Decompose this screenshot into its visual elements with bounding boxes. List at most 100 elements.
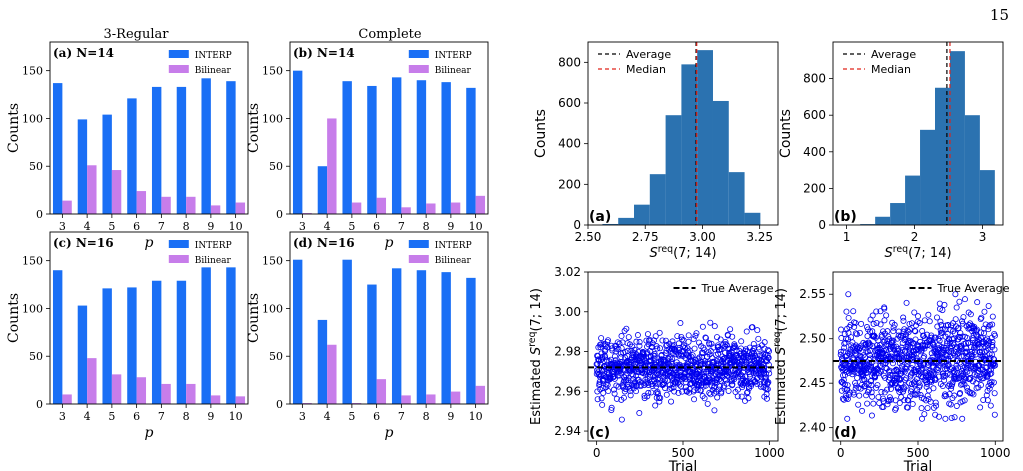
scatter-point bbox=[889, 371, 896, 378]
scatter-point bbox=[973, 326, 980, 333]
scatter-point bbox=[869, 393, 876, 400]
scatter-point bbox=[714, 394, 721, 401]
bar-interp-p3 bbox=[52, 270, 63, 404]
scatter-point bbox=[895, 345, 902, 352]
scatter-point bbox=[607, 374, 614, 381]
panel-label: (b) N=14 bbox=[293, 46, 355, 60]
scatter-point bbox=[850, 308, 857, 315]
scatter-point bbox=[905, 353, 912, 360]
scatter-point bbox=[926, 318, 933, 325]
histogram-bar bbox=[649, 174, 666, 225]
x-tick-label: 0 bbox=[837, 446, 845, 460]
scatter-point bbox=[701, 395, 708, 402]
scatter-point bbox=[645, 389, 652, 396]
scatter-point bbox=[864, 400, 871, 407]
scatter-point bbox=[946, 381, 953, 388]
scatter-point bbox=[766, 348, 773, 355]
scatter-point bbox=[723, 380, 730, 387]
legend-label-median: Median bbox=[871, 63, 911, 76]
scatter-point bbox=[627, 392, 634, 399]
scatter-point bbox=[941, 359, 948, 366]
scatter-point bbox=[877, 368, 884, 375]
scatter-point bbox=[990, 379, 997, 386]
bar-bilinear-p8 bbox=[186, 383, 196, 404]
scatter-point bbox=[636, 339, 643, 346]
scatter-point bbox=[844, 356, 851, 363]
scatter-point bbox=[881, 305, 888, 312]
scatter-point bbox=[645, 381, 652, 388]
x-tick-label: 6 bbox=[133, 410, 140, 423]
x-tick-label: 8 bbox=[423, 410, 430, 423]
scatter-point bbox=[975, 368, 982, 375]
bar-interp-p3 bbox=[292, 259, 303, 404]
x-tick-label: 3 bbox=[59, 410, 66, 423]
scatter-point bbox=[893, 367, 900, 374]
scatter-point bbox=[744, 389, 751, 396]
x-tick-label: 4 bbox=[84, 410, 91, 423]
scatter-point bbox=[598, 335, 605, 342]
histogram-bar bbox=[979, 170, 995, 225]
y-axis-label: Counts bbox=[533, 109, 549, 158]
scatter-point bbox=[985, 326, 992, 333]
bar-interp-p6 bbox=[367, 85, 377, 214]
scatter-point bbox=[947, 345, 954, 352]
scatter-point bbox=[631, 382, 638, 389]
scatter-point bbox=[647, 348, 654, 355]
scatter-point bbox=[671, 388, 678, 395]
x-tick-label: 9 bbox=[207, 220, 214, 233]
scatter-point bbox=[739, 372, 746, 379]
scatter-point bbox=[726, 345, 733, 352]
scatter-point bbox=[873, 308, 880, 315]
x-tick-label: 3.00 bbox=[689, 230, 716, 244]
scatter-point bbox=[608, 404, 615, 411]
scatter-point bbox=[681, 373, 688, 380]
scatter-point bbox=[843, 308, 850, 315]
scatter-point bbox=[852, 319, 859, 326]
bar-interp-p5 bbox=[102, 114, 112, 214]
y-tick-label: 50 bbox=[29, 350, 43, 363]
scatter-point bbox=[916, 320, 923, 327]
scatter-point bbox=[647, 357, 654, 364]
y-tick-label: 800 bbox=[558, 55, 581, 69]
scatter-point bbox=[899, 352, 906, 359]
scatter-point bbox=[605, 337, 612, 344]
scatter-point bbox=[939, 307, 946, 314]
scatter-point bbox=[968, 390, 975, 397]
scatter-point bbox=[912, 328, 919, 335]
scatter-point bbox=[960, 314, 967, 321]
y-tick-label: 2.50 bbox=[799, 332, 826, 346]
scatter-point bbox=[943, 392, 950, 399]
scatter-point bbox=[934, 314, 941, 321]
scatter-point bbox=[761, 345, 768, 352]
scatter-point bbox=[881, 317, 888, 324]
y-tick-label: 0 bbox=[276, 398, 283, 411]
scatter-point bbox=[725, 370, 732, 377]
scatter-point bbox=[637, 383, 644, 390]
scatter-point bbox=[745, 395, 752, 402]
scatter-point bbox=[970, 345, 977, 352]
scatter-point bbox=[844, 336, 851, 343]
scatter-point bbox=[956, 298, 963, 305]
scatter-point bbox=[869, 342, 876, 349]
histogram-bar bbox=[920, 129, 935, 225]
x-tick-label: 3.25 bbox=[746, 230, 773, 244]
scatter-point bbox=[885, 398, 892, 405]
y-tick-label: 0 bbox=[818, 218, 826, 232]
panel-label: (d) bbox=[834, 425, 857, 441]
scatter-point bbox=[714, 334, 721, 341]
scatter-point bbox=[624, 358, 631, 365]
x-tick-label: 1 bbox=[843, 230, 851, 244]
scatter-point bbox=[872, 374, 879, 381]
scatter-point bbox=[868, 381, 875, 388]
scatter-point bbox=[921, 411, 928, 418]
scatter-point bbox=[639, 369, 646, 376]
scatter-point bbox=[909, 401, 916, 408]
scatter-point bbox=[652, 402, 659, 409]
scatter-point bbox=[844, 415, 851, 422]
scatter-point bbox=[957, 390, 964, 397]
scatter-point bbox=[763, 374, 770, 381]
scatter-point bbox=[877, 367, 884, 374]
scatter-point bbox=[646, 336, 653, 343]
scatter-point bbox=[841, 340, 848, 347]
